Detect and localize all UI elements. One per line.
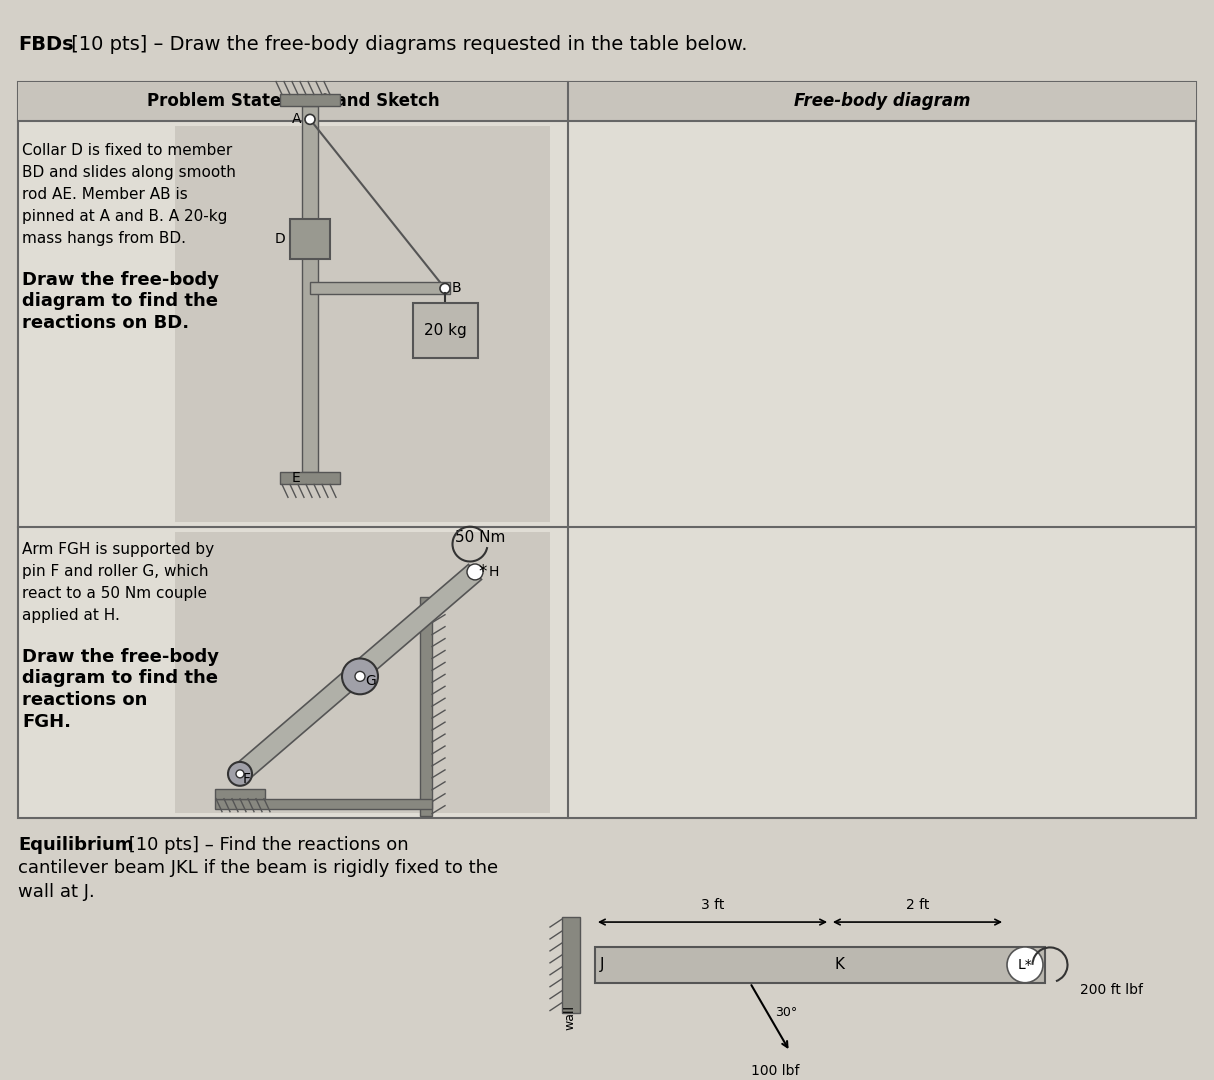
Text: 50 Nm: 50 Nm (455, 529, 505, 544)
Circle shape (342, 659, 378, 694)
Bar (302, 107, 318, 472)
Bar (280, 472, 340, 485)
Text: J: J (600, 957, 605, 972)
Text: 30°: 30° (775, 1007, 798, 1020)
Text: wall at J.: wall at J. (18, 883, 95, 902)
Text: diagram to find the: diagram to find the (22, 670, 219, 687)
Text: FGH.: FGH. (22, 713, 70, 731)
Bar (175, 532, 550, 812)
Text: Draw the free-body: Draw the free-body (22, 271, 219, 288)
Text: 3 ft: 3 ft (700, 899, 725, 913)
Bar (18, 82, 1196, 121)
Text: rod AE. Member AB is: rod AE. Member AB is (22, 187, 188, 202)
Text: A: A (293, 112, 301, 126)
Bar (413, 303, 478, 359)
Text: reactions on BD.: reactions on BD. (22, 314, 189, 333)
Text: Arm FGH is supported by: Arm FGH is supported by (22, 542, 214, 557)
Text: 200 ft lbf: 200 ft lbf (1080, 983, 1144, 997)
Bar (215, 788, 265, 799)
Text: diagram to find the: diagram to find the (22, 293, 219, 310)
Text: react to a 50 Nm couple: react to a 50 Nm couple (22, 585, 208, 600)
Polygon shape (233, 565, 482, 782)
Text: applied at H.: applied at H. (22, 608, 120, 623)
Bar (215, 799, 432, 809)
Circle shape (467, 564, 483, 580)
Text: F: F (243, 772, 251, 786)
Text: reactions on: reactions on (22, 691, 147, 710)
Text: *: * (478, 563, 487, 581)
Circle shape (354, 672, 365, 681)
Bar (18, 82, 1196, 818)
Text: cantilever beam JKL if the beam is rigidly fixed to the: cantilever beam JKL if the beam is rigid… (18, 860, 498, 877)
Text: FBDs: FBDs (18, 36, 74, 54)
Text: [10 pts] – Find the reactions on: [10 pts] – Find the reactions on (123, 836, 409, 853)
Bar (280, 94, 340, 107)
Circle shape (439, 283, 450, 294)
Text: pin F and roller G, which: pin F and roller G, which (22, 564, 209, 579)
Circle shape (236, 770, 244, 778)
Circle shape (1006, 947, 1043, 983)
Text: pinned at A and B. A 20-kg: pinned at A and B. A 20-kg (22, 208, 227, 224)
Bar (595, 947, 1045, 983)
Circle shape (228, 761, 253, 786)
Text: E: E (293, 472, 301, 485)
Bar (175, 126, 550, 523)
Text: Problem Statement and Sketch: Problem Statement and Sketch (147, 93, 439, 110)
Bar (420, 597, 432, 815)
Text: 20 kg: 20 kg (424, 323, 466, 338)
Text: L*: L* (1017, 958, 1032, 972)
Circle shape (305, 114, 314, 124)
Text: B: B (452, 282, 461, 296)
Text: Free-body diagram: Free-body diagram (794, 93, 970, 110)
Text: G: G (365, 674, 376, 688)
Text: K: K (835, 957, 845, 972)
Text: 100 lbf: 100 lbf (750, 1064, 799, 1078)
Text: H: H (489, 565, 499, 579)
Text: Collar D is fixed to member: Collar D is fixed to member (22, 144, 232, 159)
Text: D: D (276, 232, 285, 246)
Text: BD and slides along smooth: BD and slides along smooth (22, 165, 236, 180)
Bar (290, 219, 330, 258)
Text: 2 ft: 2 ft (906, 899, 929, 913)
Bar (562, 917, 580, 1013)
Text: [10 pts] – Draw the free-body diagrams requested in the table below.: [10 pts] – Draw the free-body diagrams r… (66, 36, 748, 54)
Text: mass hangs from BD.: mass hangs from BD. (22, 231, 186, 246)
Text: Draw the free-body: Draw the free-body (22, 648, 219, 665)
Bar (310, 283, 450, 295)
Text: wall: wall (563, 1004, 577, 1029)
Text: Equilibrium: Equilibrium (18, 836, 134, 853)
